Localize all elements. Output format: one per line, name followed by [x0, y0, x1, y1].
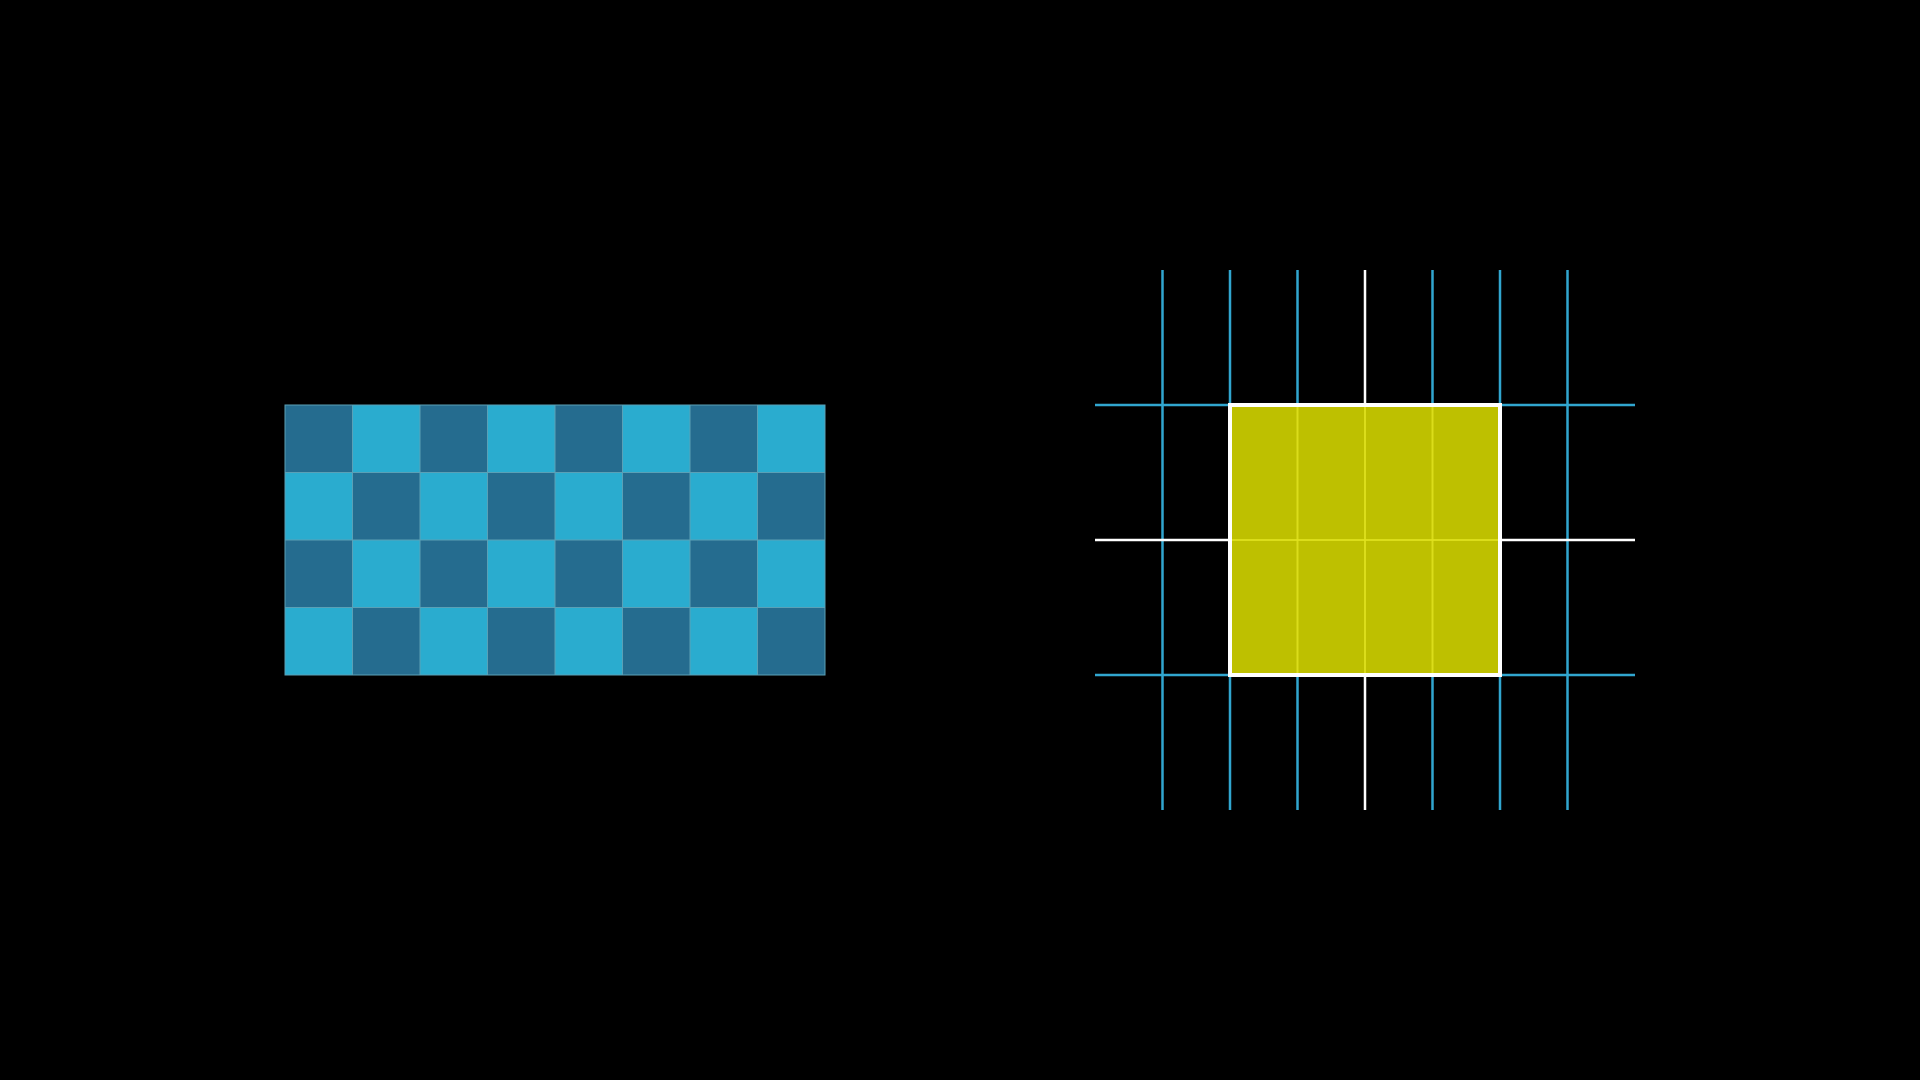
checker-tile-light [487, 539, 556, 608]
checkerboard-pattern [284, 404, 826, 676]
checker-tile-dark [487, 607, 556, 676]
checker-tile-dark [757, 607, 826, 676]
checker-tile-light [622, 404, 691, 473]
checker-tile-light [284, 607, 353, 676]
checker-tile-light [419, 472, 488, 541]
checker-tile-light [352, 404, 421, 473]
checker-tile-dark [487, 472, 556, 541]
checker-tile-light [352, 539, 421, 608]
checker-tile-dark [284, 539, 353, 608]
checker-tile-dark [352, 472, 421, 541]
checker-tile-light [554, 607, 623, 676]
checker-tile-light [554, 472, 623, 541]
checker-tile-dark [419, 404, 488, 473]
checker-tile-dark [757, 472, 826, 541]
highlight-border [1228, 403, 1502, 677]
checker-tile-light [419, 607, 488, 676]
checker-tile-dark [689, 404, 758, 473]
checker-tile-dark [622, 607, 691, 676]
checker-tile-light [689, 472, 758, 541]
checker-tile-light [757, 404, 826, 473]
grid-diagram [1095, 270, 1635, 810]
checker-tile-dark [419, 539, 488, 608]
checker-tile-dark [284, 404, 353, 473]
checker-tile-dark [622, 472, 691, 541]
checker-tile-light [487, 404, 556, 473]
checker-tile-dark [554, 404, 623, 473]
checker-tile-dark [689, 539, 758, 608]
checker-tile-light [622, 539, 691, 608]
checker-tile-light [757, 539, 826, 608]
checker-tile-dark [554, 539, 623, 608]
checker-tile-dark [352, 607, 421, 676]
checker-tile-light [689, 607, 758, 676]
checker-tile-light [284, 472, 353, 541]
